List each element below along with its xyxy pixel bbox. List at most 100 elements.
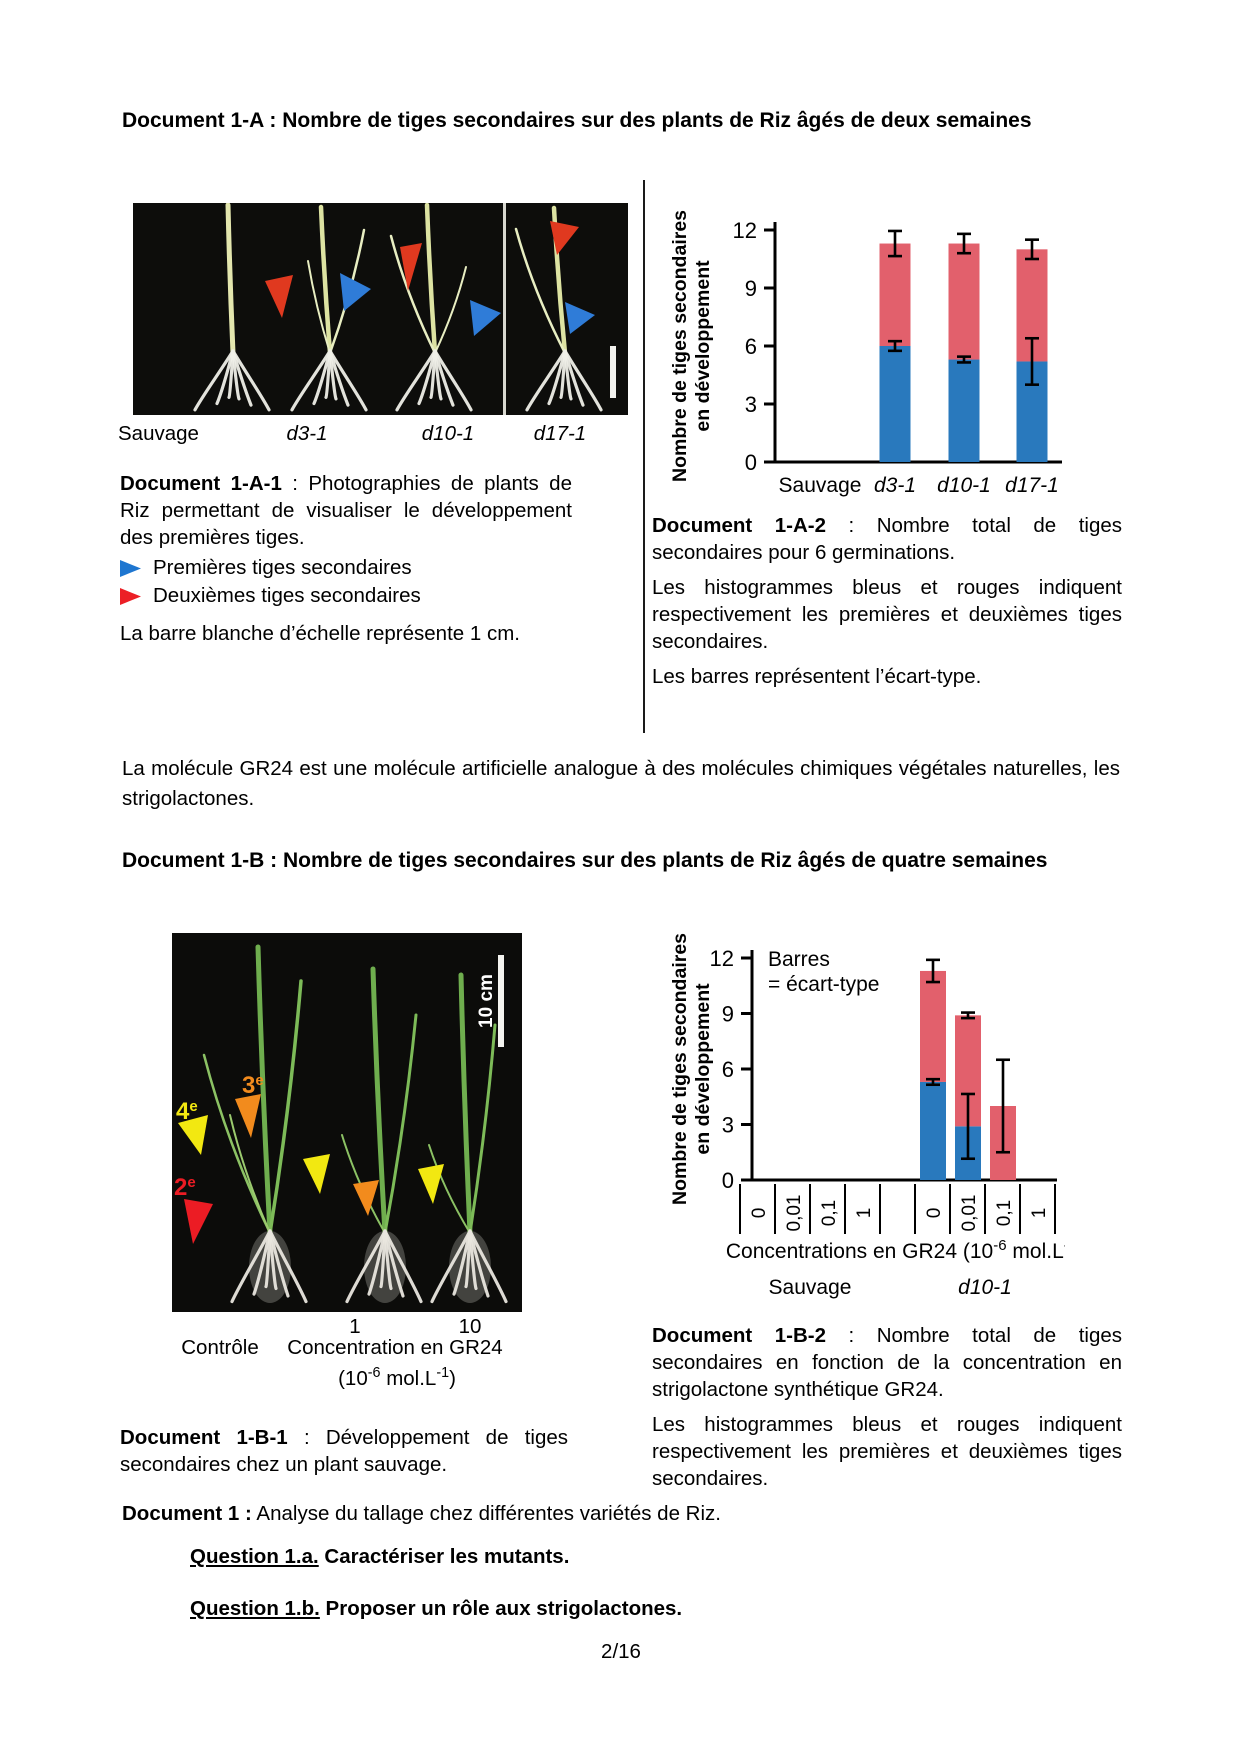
question-1a-label: Question 1.a.	[190, 1545, 319, 1568]
svg-text:d10-1: d10-1	[958, 1276, 1012, 1299]
caption-doc-1a1-text: : Photographies de plants de Riz permett…	[120, 472, 572, 549]
svg-text:0,1: 0,1	[994, 1200, 1015, 1226]
caption-doc-1a2-text: : Nombre total de tiges secondaires pour…	[652, 514, 1122, 564]
doc1-summary-text: Analyse du tallage chez différentes vari…	[251, 1502, 721, 1525]
caption-doc-1b2: Document 1-B-2 : Nombre total de tiges s…	[652, 1322, 1122, 1500]
legend-second-stems-label: Deuxièmes tiges secondaires	[153, 584, 421, 607]
photo1-label-d17-1: d17-1	[533, 422, 587, 445]
svg-text:d17-1: d17-1	[1005, 474, 1059, 497]
legend-first-stems-label: Premières tiges secondaires	[153, 556, 412, 579]
question-1b: Question 1.b. Proposer un rôle aux strig…	[190, 1595, 682, 1622]
scale-note: La barre blanche d’échelle représente 1 …	[120, 622, 520, 645]
caption-doc-1a2-para3: Les barres représentent l’écart-type.	[652, 665, 982, 688]
title-document-1b: Document 1-B : Nombre de tiges secondair…	[122, 849, 1048, 872]
blue-arrow-icon	[340, 273, 371, 311]
photo2-tick-1: 1	[349, 1315, 361, 1338]
svg-text:0,01: 0,01	[959, 1195, 980, 1232]
svg-text:12: 12	[710, 946, 734, 971]
gr24-paragraph: La molécule GR24 est une molécule artifi…	[122, 757, 1120, 810]
photo2-label-concentration: Concentration en GR24	[287, 1336, 503, 1359]
photo-panel-divider	[503, 203, 506, 415]
scale-label-10cm: 10 cm	[476, 974, 497, 1028]
svg-text:0: 0	[924, 1208, 945, 1219]
red-arrow-icon	[184, 1199, 213, 1244]
scale-bar-10cm	[498, 955, 504, 1047]
svg-text:0,1: 0,1	[819, 1200, 840, 1226]
svg-text:9: 9	[745, 276, 757, 301]
question-1a-text: Caractériser les mutants.	[318, 1545, 570, 1568]
svg-text:1: 1	[1029, 1208, 1050, 1219]
label-2e: 2e	[174, 1174, 196, 1201]
caption-doc-1a2-para2: Les histogrammes bleus et rouges indique…	[652, 576, 1122, 653]
svg-text:9: 9	[722, 1002, 734, 1027]
photo2-label-unit: (10-6 mol.L-1)	[338, 1365, 456, 1390]
page-number: 2/16	[601, 1640, 641, 1663]
caption-doc-1a2-label: Document 1-A-2	[652, 514, 826, 537]
photo1-label-d10-1: d10-1	[421, 422, 475, 445]
yellow-arrow-icon	[303, 1154, 330, 1194]
svg-text:d3-1: d3-1	[874, 474, 916, 497]
photo2-label-controle: Contrôle	[181, 1336, 259, 1359]
svg-text:0,01: 0,01	[784, 1195, 805, 1232]
chart-doc-1a2: 0 3 6 9 12 Nombre de tiges secondaires en déve…	[669, 210, 1062, 497]
yellow-arrow-icon	[178, 1115, 208, 1155]
svg-text:en développement: en développement	[692, 983, 714, 1155]
svg-text:Nombre de tiges secondaires: Nombre de tiges secondaires	[669, 210, 691, 482]
scale-bar-1cm	[610, 346, 616, 398]
svg-text:3: 3	[722, 1113, 734, 1138]
svg-text:Concentrations en GR24 (10-6 m: Concentrations en GR24 (10-6 mol.L-1)	[726, 1237, 1065, 1263]
photo1-label-sauvage: Sauvage	[118, 422, 199, 445]
svg-text:6: 6	[722, 1057, 734, 1082]
red-arrow-icon	[265, 275, 293, 318]
blue-arrow-icon	[565, 302, 595, 334]
caption-doc-1b2-text: : Nombre total de tiges secondaires en f…	[652, 1324, 1122, 1401]
svg-text:6: 6	[745, 334, 757, 359]
svg-text:d10-1: d10-1	[937, 474, 991, 497]
svg-text:= écart-type: = écart-type	[768, 973, 879, 996]
svg-text:0: 0	[749, 1208, 770, 1219]
svg-text:Barres: Barres	[768, 948, 830, 971]
caption-doc-1b1-text: : Développement de tiges secondaires che…	[120, 1426, 568, 1476]
orange-arrow-icon	[353, 1180, 379, 1216]
question-1b-text: Proposer un rôle aux strigolactones.	[319, 1597, 683, 1620]
caption-doc-1a1-label: Document 1-A-1	[120, 472, 282, 495]
caption-doc-1a2: Document 1-A-2 : Nombre total de tiges s…	[652, 512, 1122, 698]
svg-text:Nombre de tiges secondaires: Nombre de tiges secondaires	[669, 933, 691, 1205]
question-1b-label: Question 1.b.	[190, 1597, 320, 1620]
photo2-tick-10: 10	[458, 1315, 482, 1338]
title-document-1a: Document 1-A : Nombre de tiges secondair…	[122, 109, 1032, 132]
svg-text:en développement: en développement	[692, 260, 714, 432]
photo-rice-4weeks: 10 cm 4e 3e 2e	[172, 933, 522, 1312]
plants-layer-2	[202, 944, 508, 1304]
question-1a: Question 1.a. Caractériser les mutants.	[190, 1543, 569, 1570]
photo-rice-2weeks	[133, 203, 628, 415]
column-divider	[643, 180, 645, 733]
svg-text:Sauvage: Sauvage	[769, 1276, 852, 1299]
caption-doc-1b2-label: Document 1-B-2	[652, 1324, 826, 1347]
doc1-summary-label: Document 1 :	[122, 1502, 252, 1525]
blue-arrow-icon	[470, 300, 501, 336]
legend-second-stems: Deuxièmes tiges secondaires	[120, 584, 421, 608]
svg-text:3: 3	[745, 392, 757, 417]
caption-doc-1b1: Document 1-B-1 : Développement de tiges …	[120, 1424, 568, 1478]
svg-text:1: 1	[854, 1208, 875, 1219]
svg-text:12: 12	[733, 218, 757, 243]
svg-text:0: 0	[722, 1168, 734, 1193]
yellow-arrow-icon	[418, 1164, 444, 1204]
orange-arrow-icon	[235, 1094, 261, 1138]
legend-first-stems: Premières tiges secondaires	[120, 556, 412, 580]
chart-doc-1b2: 0 3 6 9 12 Nombre de tiges secondaires en déve…	[669, 933, 1065, 1299]
red-arrow-icon	[550, 221, 579, 255]
doc1-summary: Document 1 : Analyse du tallage chez dif…	[122, 1500, 1120, 1527]
red-triangle-icon	[120, 587, 141, 605]
label-3e: 3e	[242, 1072, 264, 1099]
red-arrow-icon	[400, 243, 422, 291]
label-4e: 4e	[176, 1098, 198, 1125]
svg-text:Sauvage: Sauvage	[779, 474, 862, 497]
photo1-label-d3-1: d3-1	[286, 422, 328, 445]
caption-doc-1b2-para2: Les histogrammes bleus et rouges indique…	[652, 1413, 1122, 1490]
caption-doc-1b1-label: Document 1-B-1	[120, 1426, 288, 1449]
blue-triangle-icon	[120, 559, 141, 577]
svg-text:0: 0	[745, 450, 757, 475]
